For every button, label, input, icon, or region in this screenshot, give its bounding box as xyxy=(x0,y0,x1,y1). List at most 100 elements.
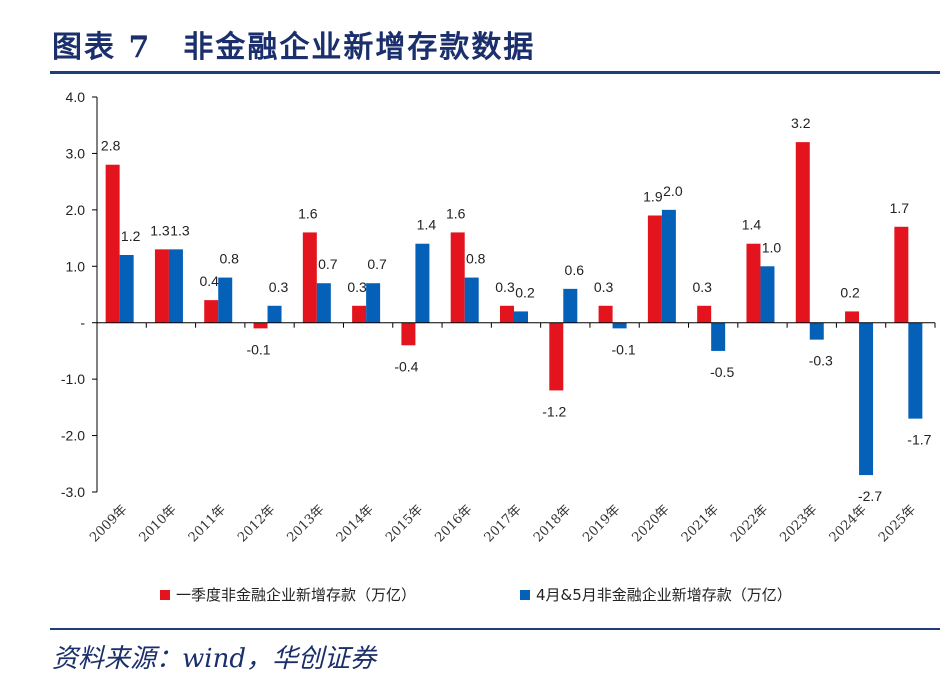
data-label: -0.4 xyxy=(394,358,418,374)
bar-q1 xyxy=(549,322,564,391)
data-label: 0.6 xyxy=(565,262,585,278)
bar-apr-may xyxy=(563,288,578,323)
x-tick-label: 2022年 xyxy=(728,502,771,545)
data-label: 0.3 xyxy=(269,279,289,295)
bar-q1 xyxy=(352,305,367,323)
x-tick-label: 2023年 xyxy=(777,502,820,545)
bar-apr-may xyxy=(366,283,381,323)
x-tick-label: 2025年 xyxy=(876,502,919,545)
data-label: 1.4 xyxy=(417,217,437,233)
figure-title: 图表 7 非金融企业新增存款数据 xyxy=(52,30,536,65)
data-label: 0.2 xyxy=(840,284,860,300)
y-tick-label: 4.0 xyxy=(66,89,86,105)
y-tick-label: -1.0 xyxy=(61,371,85,387)
data-label: 0.8 xyxy=(466,251,486,267)
x-tick-label: 2014年 xyxy=(334,502,377,545)
bar-apr-may xyxy=(809,322,824,340)
data-label: 1.4 xyxy=(742,217,762,233)
legend-label: 一季度非金融企业新增存款（万亿） xyxy=(176,586,417,604)
data-label: -2.7 xyxy=(858,488,882,504)
x-tick-label: 2009年 xyxy=(87,502,130,545)
bar-q1 xyxy=(746,243,761,323)
bar-apr-may xyxy=(908,322,923,419)
bar-q1 xyxy=(105,164,120,323)
bar-apr-may xyxy=(316,283,331,323)
source-note: 资料来源：wind，华创证券 xyxy=(52,644,376,674)
title-divider xyxy=(50,71,940,74)
y-tick-label: - xyxy=(80,315,85,331)
data-label: 0.2 xyxy=(515,284,535,300)
bar-apr-may xyxy=(514,311,528,323)
data-label: 2.8 xyxy=(101,138,121,154)
bar-apr-may xyxy=(218,277,233,323)
y-tick-label: 3.0 xyxy=(66,145,86,161)
data-label: -0.3 xyxy=(809,353,833,369)
bar-apr-may xyxy=(760,266,775,323)
bar-apr-may xyxy=(119,255,134,323)
y-tick-label: 1.0 xyxy=(66,258,86,274)
x-tick-label: 2015年 xyxy=(383,502,426,545)
data-label: 1.2 xyxy=(121,228,141,244)
x-tick-label: 2018年 xyxy=(531,502,574,545)
x-tick-label: 2012年 xyxy=(235,502,278,545)
bar-apr-may xyxy=(859,322,874,476)
bar-q1 xyxy=(697,305,712,323)
y-tick-label: -3.0 xyxy=(61,484,85,500)
x-tick-label: 2011年 xyxy=(186,502,229,545)
data-label: -0.5 xyxy=(710,364,734,380)
data-label: 2.0 xyxy=(663,183,683,199)
legend-label: 4月&5月非金融企业新增存款（万亿） xyxy=(536,586,792,604)
data-label: 0.3 xyxy=(495,279,515,295)
x-tick-label: 2021年 xyxy=(679,502,722,545)
legend-swatch-red xyxy=(160,589,170,600)
bar-apr-may xyxy=(661,209,676,323)
data-label: 0.4 xyxy=(200,273,220,289)
bar-q1 xyxy=(795,142,810,323)
data-label: 3.2 xyxy=(791,115,811,131)
x-tick-label: 2019年 xyxy=(580,502,623,545)
x-tick-label: 2024年 xyxy=(827,502,870,545)
x-tick-label: 2010年 xyxy=(137,502,180,545)
data-label: 1.9 xyxy=(643,189,663,205)
data-label: -0.1 xyxy=(246,341,270,357)
data-label: -1.2 xyxy=(542,403,566,419)
legend-item-q1: 一季度非金融企业新增存款（万亿） xyxy=(160,584,416,605)
bar-q1 xyxy=(253,322,268,329)
y-tick-label: 2.0 xyxy=(66,202,86,218)
bar-apr-may xyxy=(415,243,430,323)
data-label: 0.8 xyxy=(220,251,240,267)
x-tick-label: 2013年 xyxy=(284,502,327,545)
legend-swatch-blue xyxy=(520,589,530,600)
bar-apr-may xyxy=(267,305,282,323)
bar-apr-may xyxy=(168,249,183,323)
data-label: 1.6 xyxy=(298,205,318,221)
data-label: 0.7 xyxy=(318,256,338,272)
x-tick-label: 2016年 xyxy=(432,502,475,545)
bar-apr-may xyxy=(711,322,726,351)
data-label: 1.6 xyxy=(446,205,466,221)
data-label: 1.3 xyxy=(170,222,190,238)
bar-q1 xyxy=(154,249,169,323)
data-label: 0.3 xyxy=(692,279,712,295)
data-label: 0.7 xyxy=(367,256,387,272)
bar-apr-may xyxy=(612,322,627,329)
bar-q1 xyxy=(450,232,465,323)
bar-q1 xyxy=(302,232,317,323)
bar-q1 xyxy=(500,305,514,323)
bar-q1 xyxy=(647,215,662,323)
bar-q1 xyxy=(894,226,909,323)
footer-divider xyxy=(50,628,940,630)
data-label: 1.0 xyxy=(762,239,782,255)
x-tick-label: 2017年 xyxy=(482,502,525,545)
data-label: 1.3 xyxy=(150,222,170,238)
data-label: 0.3 xyxy=(347,279,367,295)
bar-q1 xyxy=(204,300,219,323)
data-label: 1.7 xyxy=(890,200,910,216)
bar-apr-may xyxy=(464,277,479,323)
bar-q1 xyxy=(845,311,860,323)
data-label: 0.3 xyxy=(594,279,614,295)
y-tick-label: -2.0 xyxy=(61,428,85,444)
x-tick-label: 2020年 xyxy=(630,502,673,545)
data-label: -0.1 xyxy=(612,341,636,357)
